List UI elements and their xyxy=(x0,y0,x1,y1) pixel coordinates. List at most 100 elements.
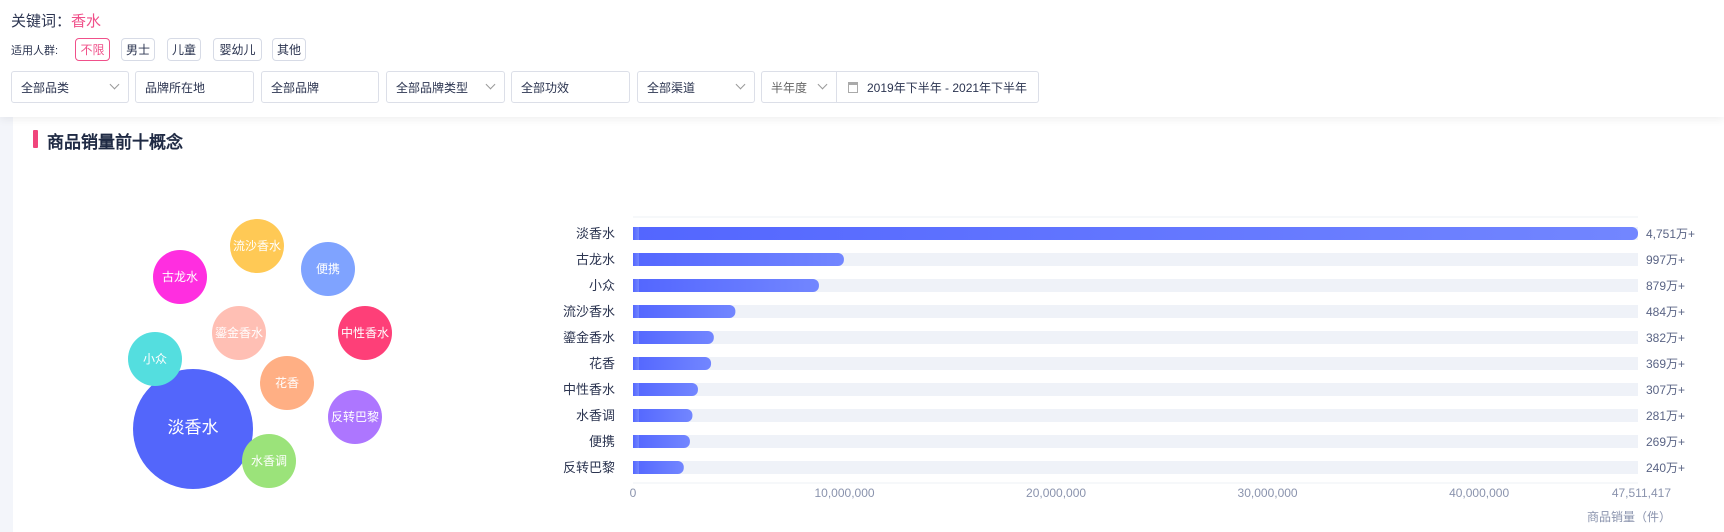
crowd-option[interactable]: 男士 xyxy=(121,38,155,61)
crowd-option[interactable]: 不限 xyxy=(75,38,110,61)
filter-label: 全部功效 xyxy=(521,80,570,95)
bubble xyxy=(212,306,266,360)
filter-select[interactable]: 品牌所在地 xyxy=(135,71,254,103)
bar-start xyxy=(633,435,639,448)
x-tick-label: 30,000,000 xyxy=(1238,486,1298,500)
bar xyxy=(633,461,684,474)
bar-start xyxy=(633,383,639,396)
bar xyxy=(633,409,693,422)
bar xyxy=(633,305,736,318)
bar-start xyxy=(633,461,639,474)
date-range-picker[interactable]: 2019年下半年 - 2021年下半年 xyxy=(837,71,1039,103)
x-axis-title: 商品销量（件） xyxy=(1587,509,1671,524)
value-label: 997万+ xyxy=(1646,253,1685,267)
value-label: 484万+ xyxy=(1646,305,1685,319)
value-label: 281万+ xyxy=(1646,409,1685,423)
filter-select[interactable]: 全部品牌 xyxy=(261,71,379,103)
value-label: 369万+ xyxy=(1646,357,1685,371)
category-label: 中性香水 xyxy=(563,382,615,397)
keyword-value: 香水 xyxy=(71,13,102,30)
bar xyxy=(633,227,1638,240)
value-label: 879万+ xyxy=(1646,279,1685,293)
bubble-label: 中性香水 xyxy=(341,325,389,340)
category-label: 反转巴黎 xyxy=(563,460,615,475)
bubble-label: 便携 xyxy=(316,261,340,276)
filter-select[interactable]: 全部渠道 xyxy=(637,71,755,103)
filter-select[interactable]: 全部品类 xyxy=(11,71,129,103)
bubble-label: 水香调 xyxy=(251,454,287,468)
bubble-label: 古龙水 xyxy=(162,269,198,284)
bar xyxy=(633,357,712,370)
bar-track xyxy=(633,331,1638,344)
value-label: 382万+ xyxy=(1646,331,1685,345)
bubble-label: 流沙香水 xyxy=(233,239,281,253)
bar-track xyxy=(633,357,1638,370)
value-label: 240万+ xyxy=(1646,461,1685,475)
category-label: 古龙水 xyxy=(576,252,615,267)
x-tick-label: 10,000,000 xyxy=(814,486,874,500)
bar xyxy=(633,435,690,448)
filter-label: 全部品牌 xyxy=(271,80,320,95)
category-label: 流沙香水 xyxy=(563,304,615,319)
category-label: 淡香水 xyxy=(576,226,615,241)
filter-label: 全部品类 xyxy=(21,80,70,95)
bubble xyxy=(230,219,284,273)
bubble xyxy=(328,390,382,444)
filter-select[interactable]: 全部功效 xyxy=(511,71,630,103)
crowd-option[interactable]: 儿童 xyxy=(167,38,201,61)
category-label: 鎏金香水 xyxy=(563,330,615,345)
crowd-option[interactable]: 其他 xyxy=(272,38,306,61)
bubble-label: 淡香水 xyxy=(168,418,219,437)
bubble-label: 小众 xyxy=(143,352,167,366)
bar-track xyxy=(633,435,1638,448)
value-label: 4,751万+ xyxy=(1646,227,1695,241)
bar-start xyxy=(633,331,639,344)
category-label: 便携 xyxy=(589,434,615,449)
filter-label: 全部品牌类型 xyxy=(396,80,469,95)
bar-start xyxy=(633,305,639,318)
bar-start xyxy=(633,409,639,422)
category-label: 花香 xyxy=(589,356,615,371)
bubble xyxy=(338,306,392,360)
bar-track xyxy=(633,409,1638,422)
bubble xyxy=(242,434,296,488)
x-tick-label: 0 xyxy=(630,486,637,500)
section-title: 商品销量前十概念 xyxy=(33,128,183,153)
x-tick-label: 47,511,417 xyxy=(1612,486,1671,500)
filter-select[interactable]: 全部品牌类型 xyxy=(386,71,505,103)
calendar-icon xyxy=(848,81,858,93)
bubble-label: 花香 xyxy=(275,375,299,390)
filter-label: 半年度 xyxy=(771,80,808,95)
bubble xyxy=(128,332,182,386)
bar-track xyxy=(633,305,1638,318)
category-label: 水香调 xyxy=(576,408,615,423)
bubble xyxy=(133,369,253,489)
bar-start xyxy=(633,279,639,292)
filter-select[interactable]: 半年度 xyxy=(761,71,837,103)
bar xyxy=(633,383,698,396)
value-label: 307万+ xyxy=(1646,383,1685,397)
bar xyxy=(633,279,819,292)
crowd-option[interactable]: 婴幼儿 xyxy=(213,38,262,61)
filter-header: 关键词：香水 适用人群: 不限 男士 儿童 婴幼儿 其他 全部品类 品牌所在地 全部品牌 全部… xyxy=(0,0,1724,117)
filter-label: 全部渠道 xyxy=(647,80,696,95)
bar xyxy=(633,331,714,344)
bubble-label: 反转巴黎 xyxy=(331,409,379,424)
bubble xyxy=(260,356,314,410)
bubble-label: 鎏金香水 xyxy=(215,325,263,340)
bar-track xyxy=(633,253,1638,266)
bar-start xyxy=(633,253,639,266)
keyword: 关键词：香水 xyxy=(11,13,102,30)
bar-start xyxy=(633,227,639,240)
category-label: 小众 xyxy=(589,278,615,293)
bar-track xyxy=(633,279,1638,292)
bar-start xyxy=(633,357,639,370)
bubble xyxy=(153,250,207,304)
bubble xyxy=(301,242,355,296)
bar-track xyxy=(633,461,1638,474)
value-label: 269万+ xyxy=(1646,435,1685,449)
filter-label: 品牌所在地 xyxy=(145,80,206,95)
x-tick-label: 40,000,000 xyxy=(1449,486,1509,500)
bar xyxy=(633,253,844,266)
